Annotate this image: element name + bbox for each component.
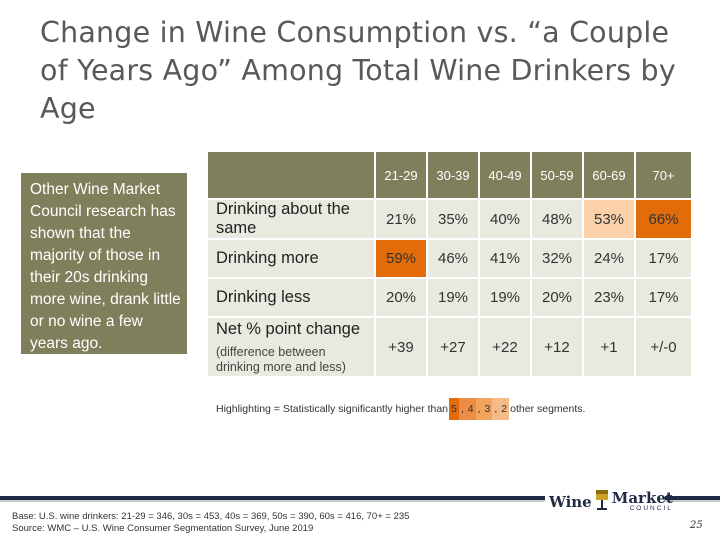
age-header: 60-69	[584, 152, 634, 198]
net-cell: +27	[428, 318, 478, 376]
logo-market-council: Market COUNCIL	[612, 491, 673, 513]
legend-suffix: other segments.	[510, 403, 586, 415]
row-label: Drinking about the same	[208, 200, 374, 238]
age-header: 21-29	[376, 152, 426, 198]
net-cell: +/-0	[636, 318, 691, 376]
base-note: Base: U.S. wine drinkers: 21-29 = 346, 3…	[12, 511, 409, 535]
table-cell: 41%	[480, 240, 530, 277]
footer-divider-shadow	[0, 500, 720, 502]
table-cell: 19%	[428, 279, 478, 316]
source-text: Source: WMC – U.S. Wine Consumer Segment…	[12, 523, 314, 534]
logo-word-wine: Wine	[549, 493, 592, 511]
footer-divider	[0, 496, 720, 500]
table-row: Drinking more 59% 46% 41% 32% 24% 17%	[208, 240, 691, 277]
table-cell: 20%	[376, 279, 426, 316]
highlight-legend: Highlighting = Statistically significant…	[216, 398, 585, 420]
table-header-row: 21-29 30-39 40-49 50-59 60-69 70+	[208, 152, 691, 198]
row-label: Drinking more	[208, 240, 374, 277]
research-callout: Other Wine Market Council research has s…	[21, 173, 187, 354]
net-cell: +12	[532, 318, 582, 376]
base-text: Base: U.S. wine drinkers: 21-29 = 346, 3…	[12, 511, 410, 522]
legend-chip: ,	[458, 398, 466, 420]
legend-prefix: Highlighting = Statistically significant…	[216, 403, 448, 415]
table-cell: 17%	[636, 279, 691, 316]
table-cell: 32%	[532, 240, 582, 277]
wine-market-council-logo: Wine Market COUNCIL	[545, 487, 673, 517]
age-header: 70+	[636, 152, 691, 198]
table-row: Drinking less 20% 19% 19% 20% 23% 17%	[208, 279, 691, 316]
legend-chip: 3	[482, 398, 493, 420]
net-sublabel: (difference between drinking more and le…	[216, 344, 346, 374]
table-cell: 48%	[532, 200, 582, 238]
table-cell-highlighted: 59%	[376, 240, 426, 277]
table-row-net: Net % point change (difference between d…	[208, 318, 691, 376]
consumption-table: 21-29 30-39 40-49 50-59 60-69 70+ Drinki…	[206, 150, 693, 378]
row-label: Drinking less	[208, 279, 374, 316]
logo-word-market: Market	[611, 489, 673, 508]
table-cell-highlighted: 53%	[584, 200, 634, 238]
net-row-label: Net % point change (difference between d…	[208, 318, 374, 376]
legend-chip: 5	[449, 398, 459, 420]
legend-chip: ,	[492, 398, 500, 420]
page-title: Change in Wine Consumption vs. “a Couple…	[40, 16, 676, 125]
wine-glass-icon	[594, 488, 610, 517]
net-cell: +1	[584, 318, 634, 376]
page-number: 25	[690, 520, 703, 531]
header-corner	[208, 152, 374, 198]
table-cell: 20%	[532, 279, 582, 316]
table-row: Drinking about the same 21% 35% 40% 48% …	[208, 200, 691, 238]
legend-chip: 4	[465, 398, 476, 420]
table-cell: 21%	[376, 200, 426, 238]
table-cell: 24%	[584, 240, 634, 277]
table-cell: 40%	[480, 200, 530, 238]
table-cell: 19%	[480, 279, 530, 316]
legend-chips: 5,4,3,2	[449, 398, 510, 420]
logo-word-council: COUNCIL	[629, 505, 673, 513]
net-label: Net % point change	[216, 319, 361, 338]
age-header: 40-49	[480, 152, 530, 198]
age-header: 50-59	[532, 152, 582, 198]
table-cell: 46%	[428, 240, 478, 277]
legend-chip: ,	[475, 398, 483, 420]
table-cell: 17%	[636, 240, 691, 277]
table-cell: 23%	[584, 279, 634, 316]
age-header: 30-39	[428, 152, 478, 198]
net-cell: +22	[480, 318, 530, 376]
legend-chip: 2	[499, 398, 510, 420]
table-cell-highlighted: 66%	[636, 200, 691, 238]
net-cell: +39	[376, 318, 426, 376]
table-cell: 35%	[428, 200, 478, 238]
